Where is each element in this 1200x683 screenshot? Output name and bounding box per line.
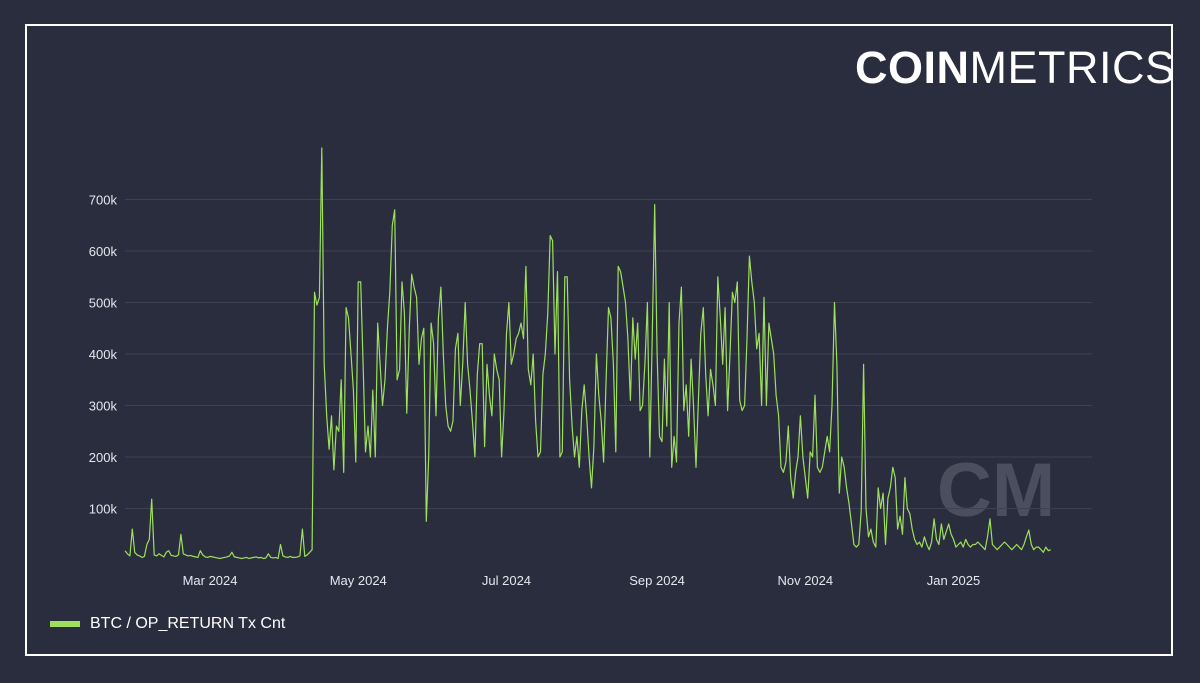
coinmetrics-logo: COINMETRICS <box>855 44 1176 92</box>
logo-light-text: METRICS <box>969 42 1176 93</box>
x-tick-label: Sep 2024 <box>629 573 685 588</box>
x-tick-label: Nov 2024 <box>777 573 833 588</box>
chart-frame <box>25 24 1173 656</box>
legend-label: BTC / OP_RETURN Tx Cnt <box>90 615 286 632</box>
x-tick-label: Jan 2025 <box>927 573 981 588</box>
y-tick-label: 500k <box>89 296 118 311</box>
y-tick-label: 200k <box>89 450 118 465</box>
watermark-text: CM <box>937 448 1055 533</box>
series-line-0 <box>124 147 1051 560</box>
y-tick-label: 700k <box>89 193 118 208</box>
legend[interactable]: BTC / OP_RETURN Tx Cnt <box>50 615 285 633</box>
legend-swatch <box>50 621 80 627</box>
logo-bold-text: COIN <box>855 42 970 93</box>
y-tick-label: 600k <box>89 244 118 259</box>
y-tick-label: 100k <box>89 502 118 517</box>
x-tick-label: Jul 2024 <box>482 573 531 588</box>
x-tick-label: Mar 2024 <box>183 573 238 588</box>
y-tick-label: 300k <box>89 399 118 414</box>
cm-watermark: CM <box>937 448 1055 533</box>
y-tick-label: 400k <box>89 347 118 362</box>
x-tick-label: May 2024 <box>330 573 387 588</box>
